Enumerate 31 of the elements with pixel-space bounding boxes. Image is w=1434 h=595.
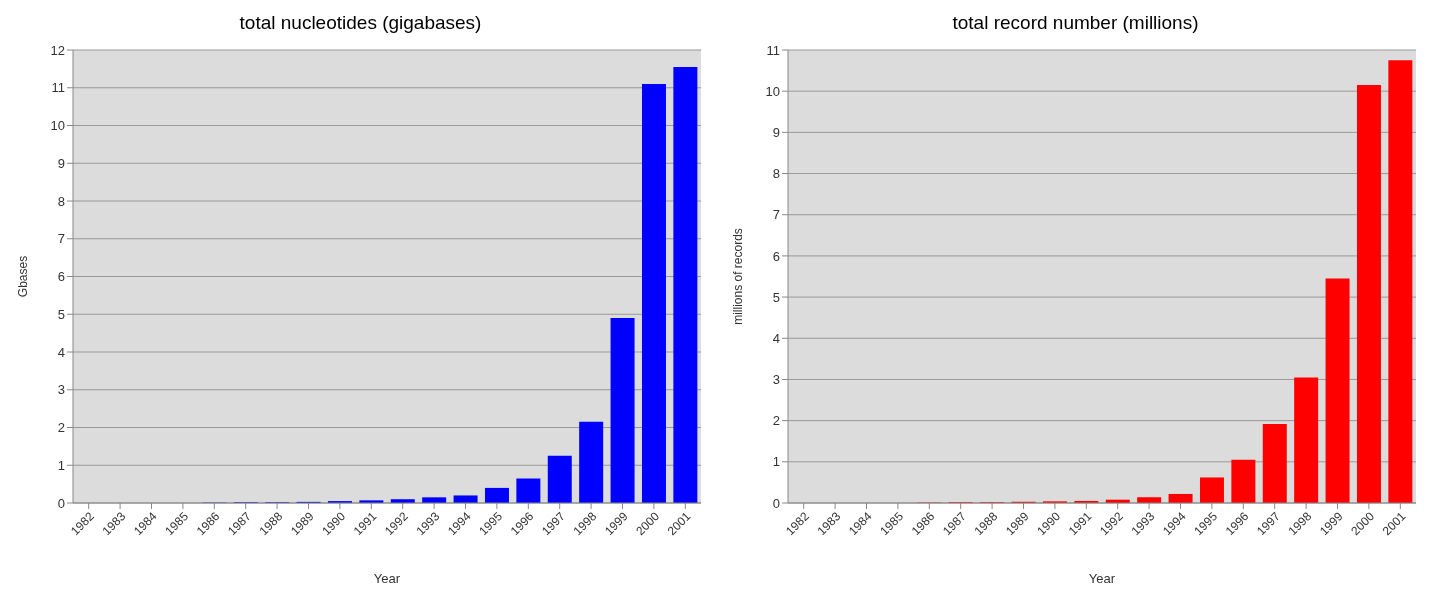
y-tick-label: 8 [57, 193, 65, 209]
y-tick-label: 4 [57, 344, 65, 360]
y-tick-label: 11 [766, 42, 780, 58]
y-axis-title: Gbases [16, 255, 31, 298]
y-tick-label: 9 [57, 155, 65, 171]
y-tick-label: 10 [50, 118, 65, 134]
y-tick-label: 5 [772, 289, 780, 305]
y-tick-label: 1 [57, 457, 65, 473]
y-tick-label: 2 [772, 413, 780, 429]
y-tick-label: 4 [772, 330, 780, 346]
chart-title: total nucleotides (gigabases) [238, 11, 483, 35]
y-tick-label: 0 [57, 495, 65, 511]
y-tick-label: 6 [772, 248, 780, 264]
y-tick-label: 7 [57, 231, 65, 247]
y-tick-label: 3 [772, 372, 780, 388]
y-axis-title: millions of records [731, 228, 746, 325]
y-tick-label: 2 [57, 420, 65, 436]
y-tick-label: 0 [772, 495, 780, 511]
y-tick-label: 12 [50, 42, 65, 58]
y-tick-label: 6 [57, 269, 65, 285]
y-tick-label: 11 [51, 80, 65, 96]
y-tick-label: 10 [765, 83, 780, 99]
x-axis-title: Year [1088, 571, 1116, 586]
y-tick-label: 1 [772, 454, 780, 470]
y-tick-label: 3 [57, 382, 65, 398]
y-tick-label: 8 [772, 166, 780, 182]
y-tick-label: 9 [772, 124, 780, 140]
chart-title: total record number (millions) [951, 11, 1200, 35]
y-tick-label: 7 [772, 207, 780, 223]
y-tick-label: 5 [57, 306, 65, 322]
x-axis-title: Year [373, 571, 401, 586]
